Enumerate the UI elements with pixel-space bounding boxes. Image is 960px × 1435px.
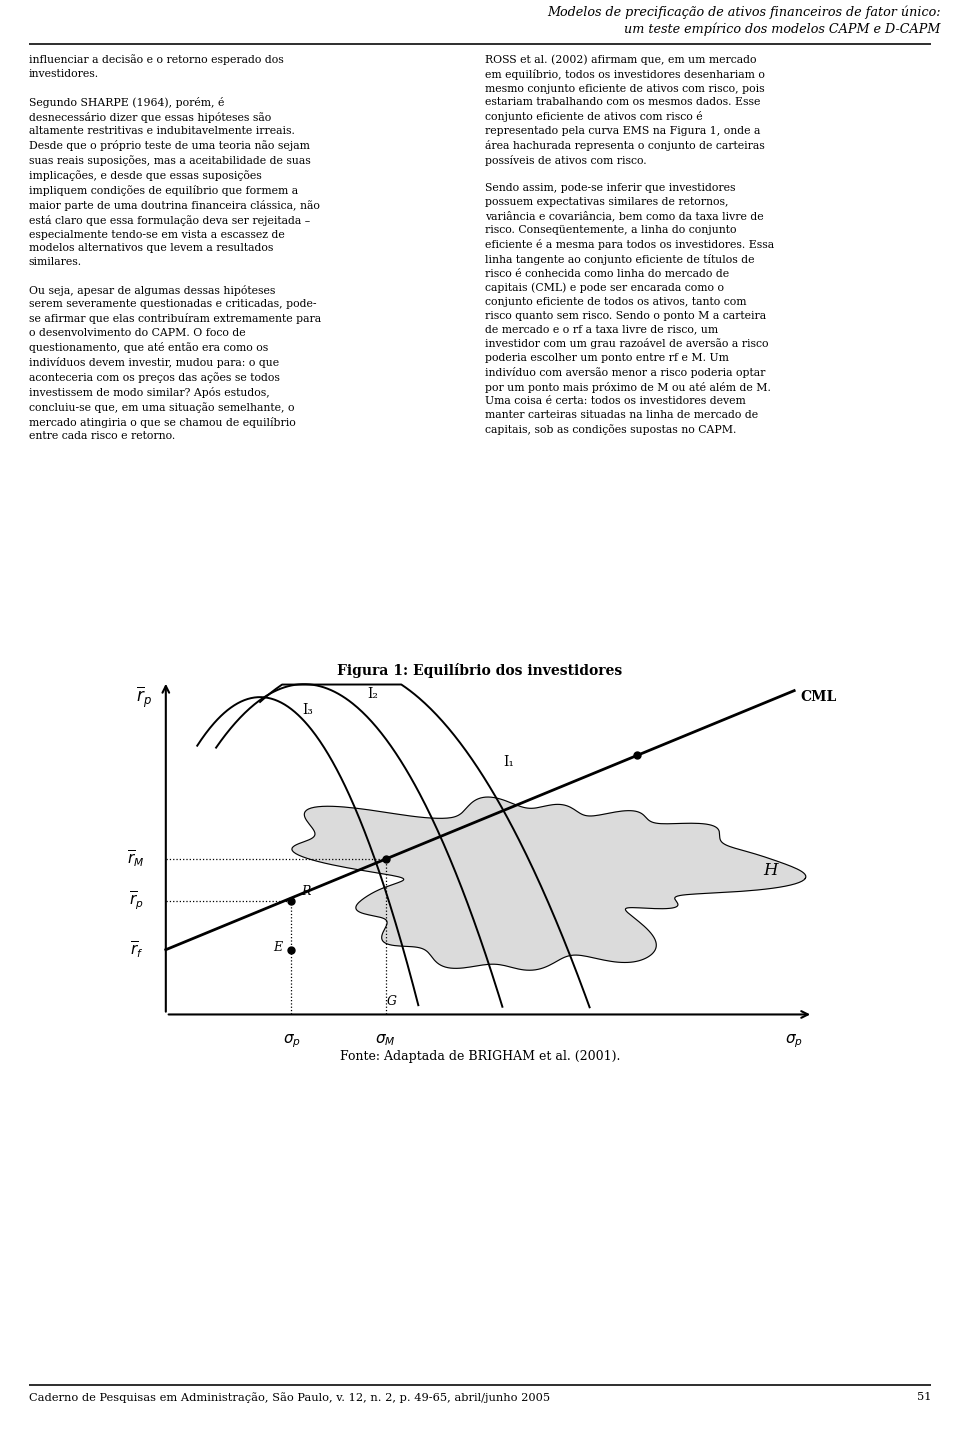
- Text: $\overline{r}_f$: $\overline{r}_f$: [131, 940, 144, 960]
- Text: CML: CML: [801, 690, 837, 705]
- Text: I₁: I₁: [503, 755, 515, 769]
- Text: influenciar a decisão e o retorno esperado dos
investidores.

Segundo SHARPE (19: influenciar a decisão e o retorno espera…: [29, 55, 321, 442]
- Text: R: R: [300, 885, 310, 898]
- Text: H: H: [763, 862, 778, 880]
- Text: ROSS et al. (2002) afirmam que, em um mercado
em equilíbrio, todos os investidor: ROSS et al. (2002) afirmam que, em um me…: [485, 55, 774, 435]
- Text: Modelos de precificação de ativos financeiros de fator único:: Modelos de precificação de ativos financ…: [547, 6, 941, 19]
- Text: Fonte: Adaptada de BRIGHAM et al. (2001).: Fonte: Adaptada de BRIGHAM et al. (2001)…: [340, 1050, 620, 1063]
- Text: G: G: [387, 994, 397, 1007]
- Text: I₃: I₃: [302, 703, 314, 718]
- Text: 51: 51: [917, 1392, 931, 1402]
- Text: um teste empírico dos modelos CAPM e D-CAPM: um teste empírico dos modelos CAPM e D-C…: [624, 23, 941, 36]
- Text: $\overline{r}_p$: $\overline{r}_p$: [130, 890, 144, 913]
- Text: I₂: I₂: [367, 687, 378, 702]
- Text: Figura 1: Equilíbrio dos investidores: Figura 1: Equilíbrio dos investidores: [337, 663, 623, 677]
- Text: $\sigma_p$: $\sigma_p$: [785, 1032, 804, 1050]
- Text: $\sigma_M$: $\sigma_M$: [375, 1032, 396, 1048]
- Text: E: E: [273, 941, 282, 954]
- Text: $\overline{r}_M$: $\overline{r}_M$: [127, 848, 144, 870]
- Text: $\sigma_p$: $\sigma_p$: [282, 1032, 300, 1050]
- Text: $\overline{r}_p$: $\overline{r}_p$: [136, 684, 152, 710]
- Text: Caderno de Pesquisas em Administração, São Paulo, v. 12, n. 2, p. 49-65, abril/j: Caderno de Pesquisas em Administração, S…: [29, 1392, 550, 1403]
- Polygon shape: [292, 796, 805, 970]
